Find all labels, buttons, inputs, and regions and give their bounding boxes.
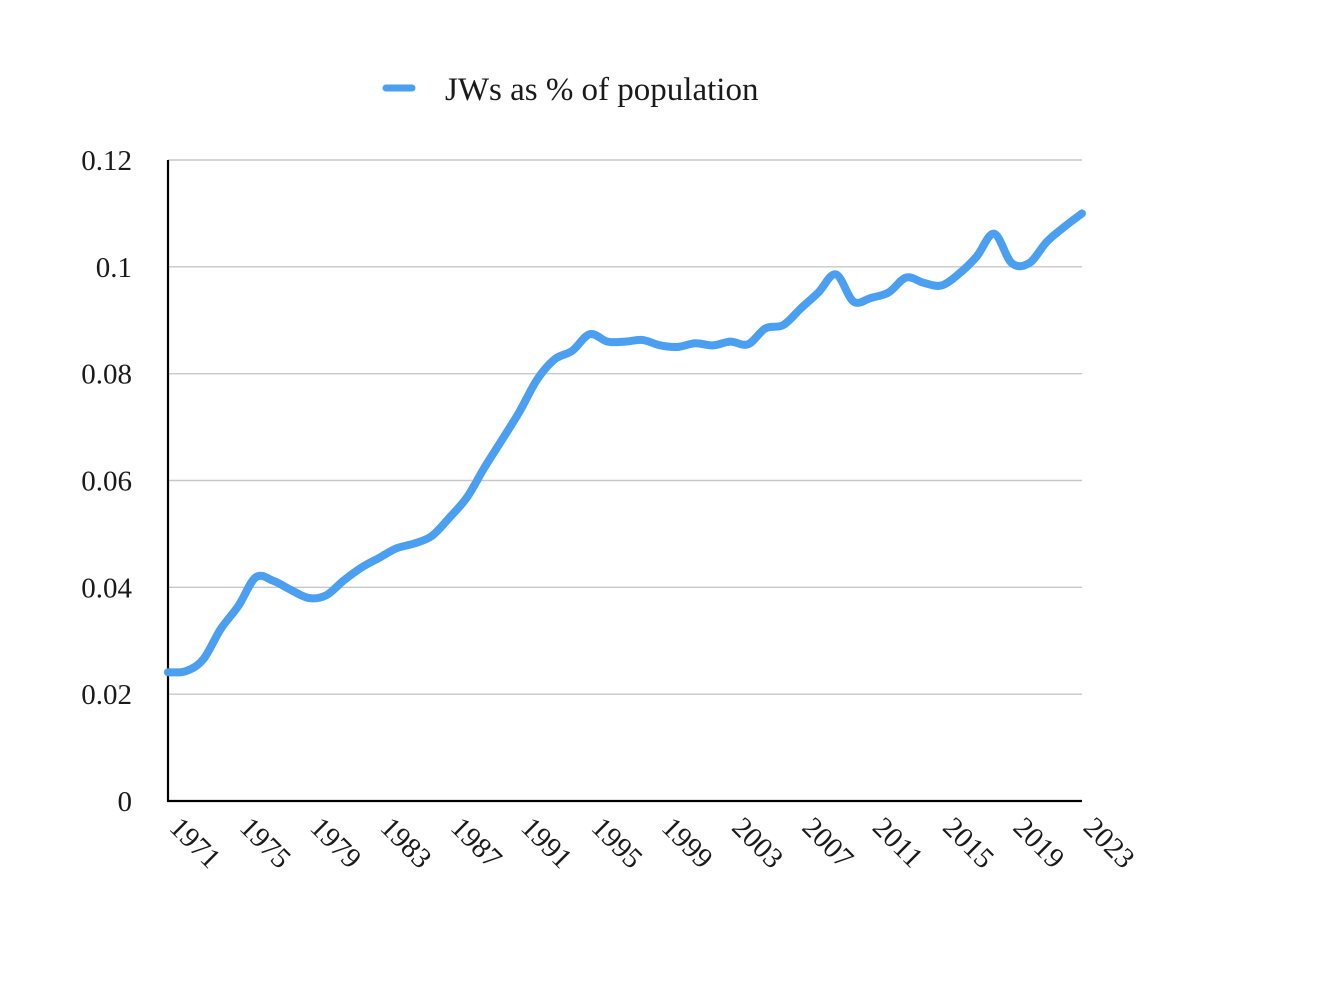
- data-point: [956, 271, 962, 277]
- data-point: [727, 339, 733, 345]
- data-point: [499, 437, 505, 443]
- data-point: [692, 340, 698, 346]
- data-point: [253, 574, 259, 580]
- data-point: [270, 578, 276, 584]
- x-tick-label: 2019: [1007, 811, 1071, 875]
- gridlines: [168, 159, 1082, 695]
- data-point: [235, 603, 241, 609]
- data-point: [446, 515, 452, 521]
- data-point: [411, 541, 417, 547]
- x-tick-label: 2003: [726, 811, 790, 875]
- data-point: [604, 339, 610, 345]
- data-point: [341, 577, 347, 583]
- x-tick-label: 1987: [444, 811, 508, 875]
- data-point: [569, 348, 575, 354]
- x-tick-label: 1999: [655, 811, 719, 875]
- data-point: [1079, 210, 1085, 216]
- data-point: [921, 280, 927, 286]
- data-point: [938, 283, 944, 289]
- data-point: [429, 533, 435, 539]
- y-tick-label: 0.1: [96, 252, 132, 284]
- data-point: [587, 331, 593, 337]
- data-point: [1026, 260, 1032, 266]
- data-point: [815, 289, 821, 295]
- data-point: [517, 409, 523, 415]
- data-point: [358, 565, 364, 571]
- data-point: [376, 555, 382, 561]
- data-point: [1044, 239, 1050, 245]
- legend: JWs as % of population: [382, 72, 758, 108]
- data-point: [394, 545, 400, 551]
- legend-label: JWs as % of population: [445, 72, 758, 108]
- x-tick-label: 1991: [515, 811, 579, 875]
- x-tick-label: 1995: [585, 811, 649, 875]
- series-line: [164, 209, 1086, 677]
- y-tick-label: 0: [118, 786, 133, 818]
- y-tick-label: 0.06: [81, 466, 132, 498]
- data-point: [780, 322, 786, 328]
- data-point: [218, 626, 224, 632]
- x-tick-label: 1979: [304, 811, 368, 875]
- data-point: [710, 342, 716, 348]
- data-point: [903, 275, 909, 281]
- data-point: [622, 339, 628, 345]
- x-tick-label: 2007: [796, 811, 860, 875]
- data-point: [165, 669, 171, 675]
- x-tick-label: 1983: [374, 811, 438, 875]
- data-point: [464, 495, 470, 501]
- data-point: [763, 325, 769, 331]
- data-point: [640, 337, 646, 343]
- series-layer: [164, 209, 1086, 677]
- y-tick-label: 0.12: [81, 145, 132, 177]
- data-point: [745, 341, 751, 347]
- data-point: [200, 656, 206, 662]
- data-point: [552, 356, 558, 362]
- data-point: [1061, 224, 1067, 230]
- data-point: [886, 289, 892, 295]
- data-point: [868, 295, 874, 301]
- data-point: [657, 342, 663, 348]
- data-point: [798, 305, 804, 311]
- data-point: [974, 254, 980, 260]
- data-point: [534, 377, 540, 383]
- data-point: [481, 465, 487, 471]
- x-tick-label: 2011: [866, 811, 929, 874]
- x-tick-label: 1971: [163, 811, 227, 875]
- data-point: [851, 299, 857, 305]
- y-tick-label: 0.02: [81, 679, 132, 711]
- data-point: [833, 271, 839, 277]
- data-point: [183, 668, 189, 674]
- data-point: [991, 231, 997, 237]
- y-tick-label: 0.04: [81, 572, 132, 604]
- y-tick-label: 0.08: [81, 359, 132, 391]
- data-point: [306, 595, 312, 601]
- data-point: [1009, 260, 1015, 266]
- data-point: [323, 592, 329, 598]
- x-tick-label: 2015: [936, 811, 1000, 875]
- data-point: [675, 344, 681, 350]
- x-tick-label: 2023: [1077, 811, 1141, 875]
- data-point: [288, 587, 294, 593]
- x-tick-label: 1975: [233, 811, 297, 875]
